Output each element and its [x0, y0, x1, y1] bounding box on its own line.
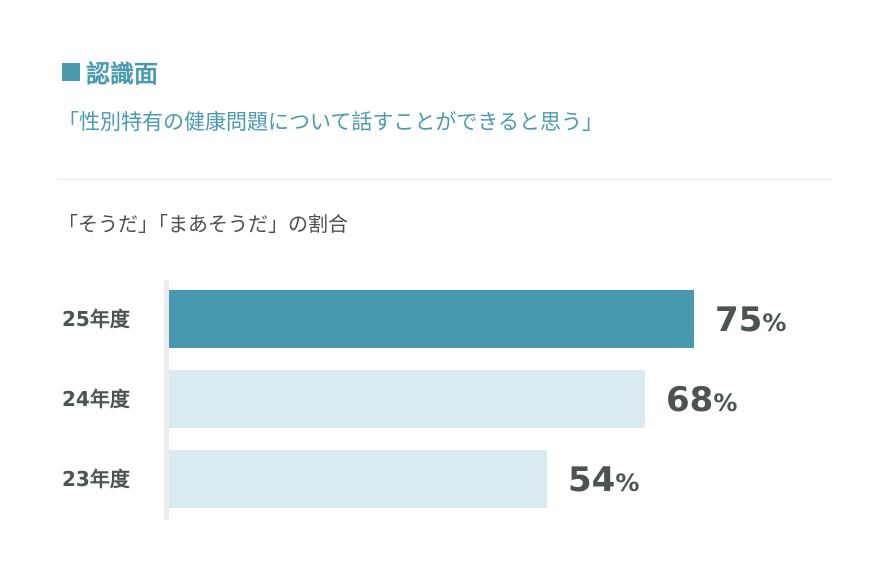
- category-label: 23年度: [62, 467, 131, 491]
- category-label: 25年度: [62, 307, 131, 331]
- value-label: 75%: [715, 300, 786, 340]
- divider: [58, 179, 832, 180]
- category-label: 24年度: [62, 387, 131, 411]
- survey-question: 「性別特有の健康問題について話すことができると思う」: [58, 110, 603, 134]
- metric-note: 「そうだ」「まあそうだ」の割合: [58, 212, 348, 236]
- bar-0: [169, 290, 694, 348]
- section-heading: 認識面: [62, 54, 158, 89]
- bar-chart: 25年度 75% 24年度 68% 23年度 54%: [62, 280, 786, 520]
- bar-1: [169, 370, 645, 428]
- value-label: 68%: [666, 380, 737, 420]
- chart-axis-line: [164, 280, 169, 520]
- square-bullet-icon: [62, 62, 80, 81]
- value-label: 54%: [568, 460, 639, 500]
- section-title: 認識面: [86, 60, 158, 88]
- bar-2: [169, 450, 547, 508]
